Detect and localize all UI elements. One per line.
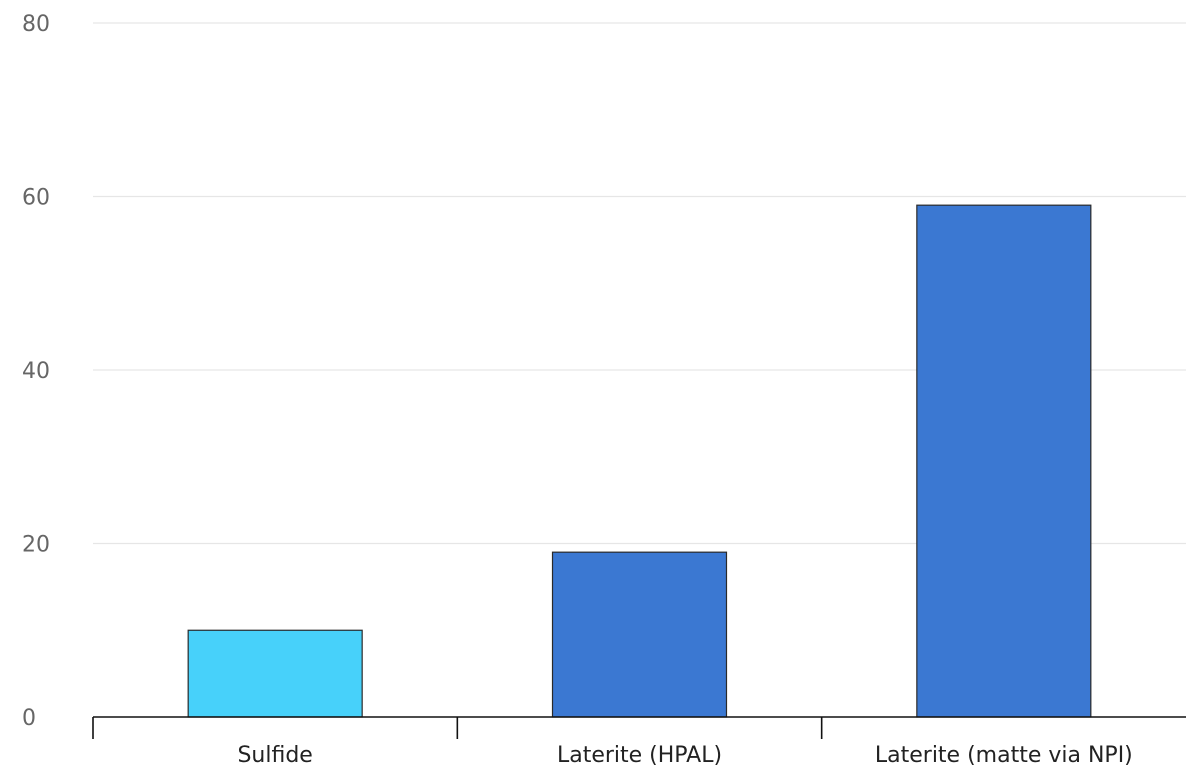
bar-1 [551,551,728,718]
y-axis-tick-labels: 0 20 40 60 80 [22,12,50,731]
x-tick-label: Laterite (matte via NPI) [875,743,1133,768]
x-tick-label: Laterite (HPAL) [557,743,722,768]
x-tick-label: Sulfide [237,743,312,768]
y-tick-label: 40 [22,359,50,384]
y-tick-label: 60 [22,186,50,211]
bar-2 [916,204,1092,718]
y-tick-label: 80 [22,12,50,37]
y-tick-label: 20 [22,533,50,558]
y-tick-label: 0 [22,706,36,731]
x-axis [92,716,1186,739]
bars [187,204,1092,718]
bar-0 [187,629,363,718]
x-axis-tick-labels: Sulfide Laterite (HPAL) Laterite (matte vi… [237,743,1132,768]
